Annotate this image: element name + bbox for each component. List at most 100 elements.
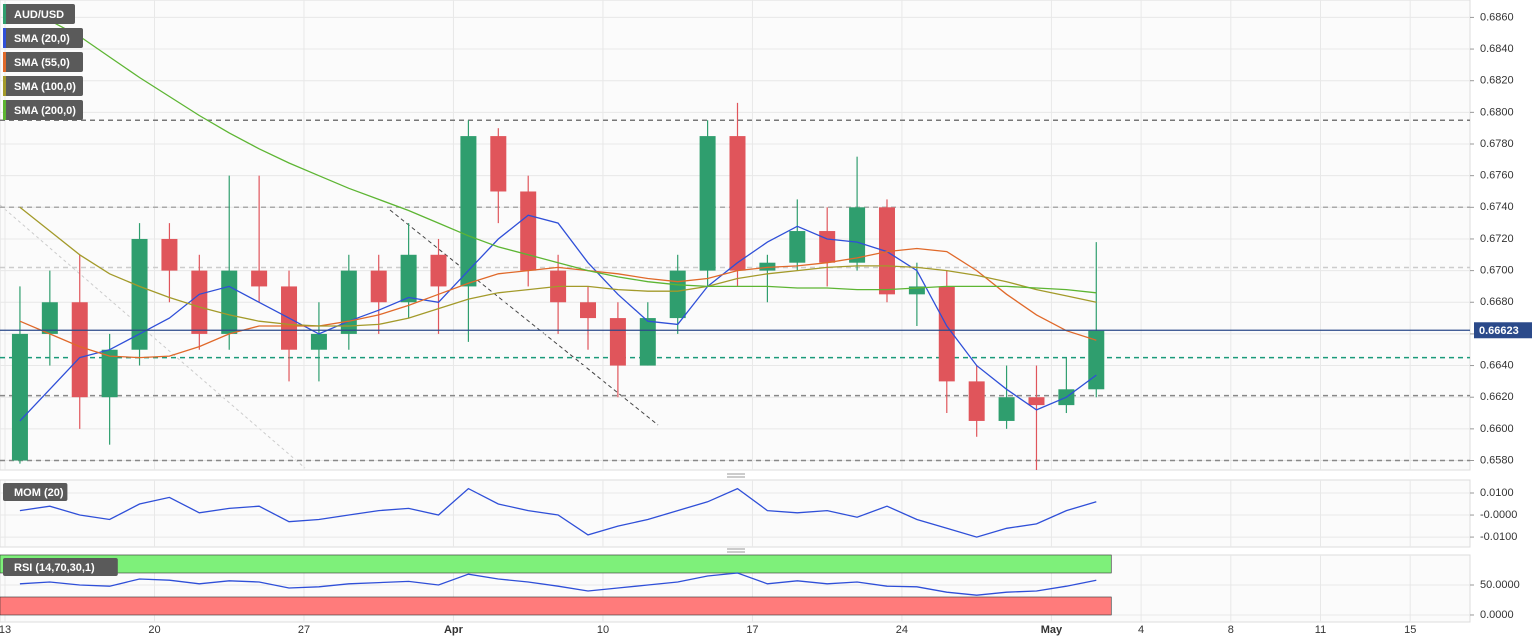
- y-tick-label: 0.0100: [1480, 487, 1514, 499]
- y-tick-label: 0.6640: [1480, 359, 1514, 371]
- candle-body: [1088, 330, 1105, 390]
- panel-label: RSI (14,70,30,1): [3, 558, 118, 576]
- legend-swatch: [3, 52, 6, 72]
- candle-body: [580, 302, 597, 319]
- x-tick-label: 15: [1404, 624, 1416, 636]
- candle-body: [71, 302, 88, 398]
- y-tick-label: -0.0100: [1480, 531, 1517, 543]
- series-line: [19, 206, 1097, 327]
- panel-label-box: [3, 558, 118, 576]
- candle-body: [101, 349, 118, 398]
- last-price-box: [1474, 322, 1532, 339]
- candle-body: [1028, 397, 1045, 406]
- y-tick-label: 0.6620: [1480, 391, 1514, 403]
- zone: [0, 554, 1112, 574]
- legend-box[interactable]: [3, 28, 83, 48]
- y-tick-label: 0.6800: [1480, 106, 1514, 118]
- x-tick-label: 4: [1138, 624, 1144, 636]
- candle-body: [221, 270, 238, 334]
- trend-line: [0, 204, 306, 469]
- y-tick-label: 0.6860: [1480, 11, 1514, 23]
- panel-title: MOM (20): [14, 487, 64, 499]
- candle-body: [370, 270, 387, 303]
- x-tick-label: May: [1041, 624, 1063, 636]
- series-line: [19, 247, 1097, 359]
- legend-swatch: [3, 4, 6, 24]
- candle-body: [849, 207, 866, 263]
- candle-body: [430, 254, 447, 287]
- panel-handle[interactable]: [727, 473, 745, 553]
- x-tick-label: 10: [597, 624, 609, 636]
- y-tick-label: 0.6680: [1480, 296, 1514, 308]
- y-tick-label: 0.6580: [1480, 454, 1514, 466]
- candle-body: [908, 286, 925, 295]
- panel-label-box: [3, 483, 68, 501]
- candle-body: [789, 231, 806, 263]
- y-tick-label: 0.6820: [1480, 75, 1514, 87]
- trend-line: [389, 209, 659, 426]
- legend: AUD/USD SMA (20,0) SMA (55,0) SMA (100,0) SM…: [3, 4, 83, 120]
- y-tick-label: 0.6700: [1480, 265, 1514, 277]
- panel-label: MOM (20): [3, 483, 68, 501]
- x-tick-label: 11: [1315, 624, 1326, 636]
- candle-body: [759, 262, 776, 271]
- candle-body: [669, 270, 686, 319]
- candle-body: [161, 238, 178, 271]
- candle-body: [819, 231, 836, 263]
- candle-body: [41, 302, 58, 334]
- y-tick-label: 0.6720: [1480, 233, 1514, 245]
- y-tick-label: 0.6740: [1480, 201, 1514, 213]
- x-tick-label: 20: [148, 624, 160, 636]
- candle-body: [191, 270, 208, 334]
- candle-body: [878, 207, 895, 295]
- series-line: [19, 572, 1097, 596]
- legend-box[interactable]: [3, 4, 75, 24]
- candle-body: [968, 381, 985, 421]
- legend-swatch: [3, 76, 6, 96]
- candle-body: [340, 270, 357, 334]
- candle-body: [699, 136, 716, 271]
- series-line: [19, 487, 1097, 538]
- y-tick-label: 50.0000: [1480, 579, 1520, 591]
- legend-box[interactable]: [3, 100, 83, 120]
- legend-box[interactable]: [3, 52, 83, 72]
- candle-body: [310, 333, 327, 350]
- candle-body: [520, 191, 537, 271]
- x-tick-label: 13: [0, 624, 11, 636]
- candle-body: [609, 318, 626, 366]
- mom-panel: [0, 479, 1471, 548]
- y-tick-label: 0.6760: [1480, 170, 1514, 182]
- panel-title: RSI (14,70,30,1): [14, 562, 95, 574]
- candle-body: [251, 270, 268, 287]
- candle-body: [400, 254, 417, 303]
- candle-body: [938, 286, 955, 382]
- series-line: [19, 214, 1097, 422]
- candle-body: [490, 136, 507, 192]
- y-tick-label: 0.6600: [1480, 423, 1514, 435]
- candle-body: [131, 238, 148, 350]
- last-price-label: 0.66623: [1479, 325, 1519, 337]
- y-tick-label: 0.0000: [1480, 609, 1514, 621]
- zone: [0, 596, 1112, 616]
- x-tick-label: 24: [896, 624, 908, 636]
- y-tick-label: 0.6840: [1480, 43, 1514, 55]
- x-tick-label: 27: [298, 624, 310, 636]
- legend-box[interactable]: [3, 76, 83, 96]
- x-tick-label: Apr: [444, 624, 464, 636]
- legend-label: SMA (55,0): [14, 57, 70, 69]
- legend-label: AUD/USD: [14, 9, 64, 21]
- legend-label: SMA (20,0): [14, 33, 70, 45]
- candle-body: [639, 318, 656, 366]
- legend-label: SMA (100,0): [14, 81, 76, 93]
- legend-label: SMA (200,0): [14, 105, 76, 117]
- candle-body: [998, 397, 1015, 421]
- legend-swatch: [3, 100, 6, 120]
- candle-body: [729, 136, 746, 271]
- x-tick-label: 8: [1228, 624, 1234, 636]
- y-tick-label: 0.6780: [1480, 138, 1514, 150]
- x-tick-label: 17: [746, 624, 758, 636]
- legend-swatch: [3, 28, 6, 48]
- candle-body: [460, 136, 477, 287]
- series-line: [19, 4, 1097, 294]
